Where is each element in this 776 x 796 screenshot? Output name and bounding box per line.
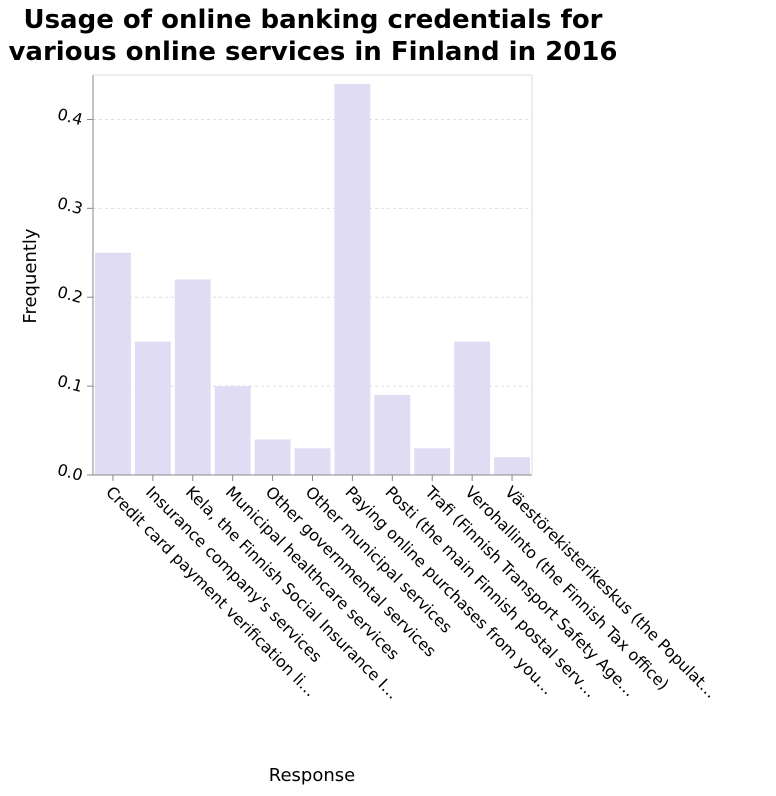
y-tick-label: 0.0: [55, 460, 85, 485]
bar: [215, 386, 251, 475]
y-tick-label: 0.4: [55, 104, 85, 129]
bar: [454, 342, 490, 475]
bar: [334, 84, 370, 475]
y-axis-title: Frequently: [20, 228, 41, 323]
bar: [494, 457, 530, 475]
bar: [374, 395, 410, 475]
y-tick-labels: 0.0 0.1 0.2 0.3 0.4: [55, 104, 85, 484]
bar: [414, 448, 450, 475]
bar: [135, 342, 171, 475]
bar: [175, 279, 211, 475]
y-tick-label: 0.3: [55, 193, 85, 218]
bar: [255, 439, 291, 475]
y-tick-label: 0.2: [55, 282, 85, 307]
y-tick-label: 0.1: [55, 371, 85, 396]
x-tick-labels: Credit card payment verification li…Insu…: [102, 482, 721, 703]
bars: [95, 84, 530, 475]
bar: [95, 253, 131, 475]
x-axis-title: Response: [269, 765, 355, 786]
bar: [295, 448, 331, 475]
